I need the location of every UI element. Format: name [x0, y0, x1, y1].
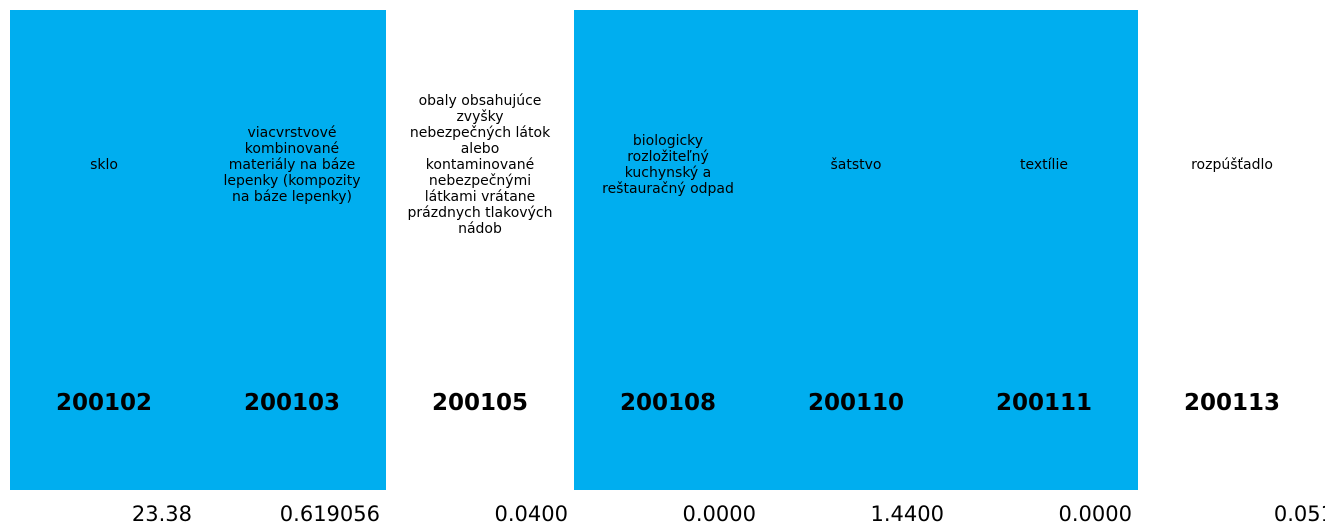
waste-code: 200108 — [619, 390, 717, 416]
waste-name: rozpúšťadlo — [1191, 157, 1273, 173]
waste-name: viacvrstvové kombinované materiály na bá… — [223, 125, 361, 205]
waste-column: šatstvo 200110 1.4400 — [762, 10, 950, 526]
waste-tile: šatstvo 200110 — [762, 10, 950, 490]
waste-tile: viacvrstvové kombinované materiály na bá… — [198, 10, 386, 490]
waste-tile: obaly obsahujúce zvyšky nebezpečných lát… — [386, 10, 574, 490]
waste-column: textílie 200111 0.0000 — [950, 10, 1138, 526]
waste-code: 200102 — [55, 390, 153, 416]
waste-column: viacvrstvové kombinované materiály na bá… — [198, 10, 386, 526]
waste-tile: sklo 200102 — [10, 10, 198, 490]
item-row: sklo 200102 23.38 viacvrstvové kombinované … — [10, 10, 1325, 526]
waste-tile: textílie 200111 — [950, 10, 1138, 490]
waste-name: sklo — [90, 157, 118, 173]
waste-column: rozpúšťadlo 200113 0.051 — [1138, 10, 1325, 526]
waste-name: biologicky rozložiteľný kuchynský a rešt… — [602, 133, 734, 197]
waste-amount: 0.0000 — [1058, 502, 1132, 526]
waste-tile: rozpúšťadlo 200113 — [1138, 10, 1325, 490]
waste-column: sklo 200102 23.38 — [10, 10, 198, 526]
waste-column: obaly obsahujúce zvyšky nebezpečných lát… — [386, 10, 574, 526]
waste-code: 200113 — [1183, 390, 1281, 416]
waste-amount: 0.0000 — [682, 502, 756, 526]
waste-tile: biologicky rozložiteľný kuchynský a rešt… — [574, 10, 762, 490]
waste-code: 200103 — [243, 390, 341, 416]
waste-amount: 0.0400 — [494, 502, 568, 526]
waste-code: 200110 — [807, 390, 905, 416]
waste-name: textílie — [1020, 157, 1068, 173]
waste-name: obaly obsahujúce zvyšky nebezpečných lát… — [407, 93, 553, 237]
waste-amount: 0.051 — [1273, 502, 1325, 526]
waste-code: 200111 — [995, 390, 1093, 416]
waste-name: šatstvo — [830, 157, 882, 173]
waste-amount: 23.38 — [131, 502, 192, 526]
waste-amount: 0.619056 — [279, 502, 380, 526]
waste-code: 200105 — [431, 390, 529, 416]
waste-column: biologicky rozložiteľný kuchynský a rešt… — [574, 10, 762, 526]
waste-amount: 1.4400 — [870, 502, 944, 526]
